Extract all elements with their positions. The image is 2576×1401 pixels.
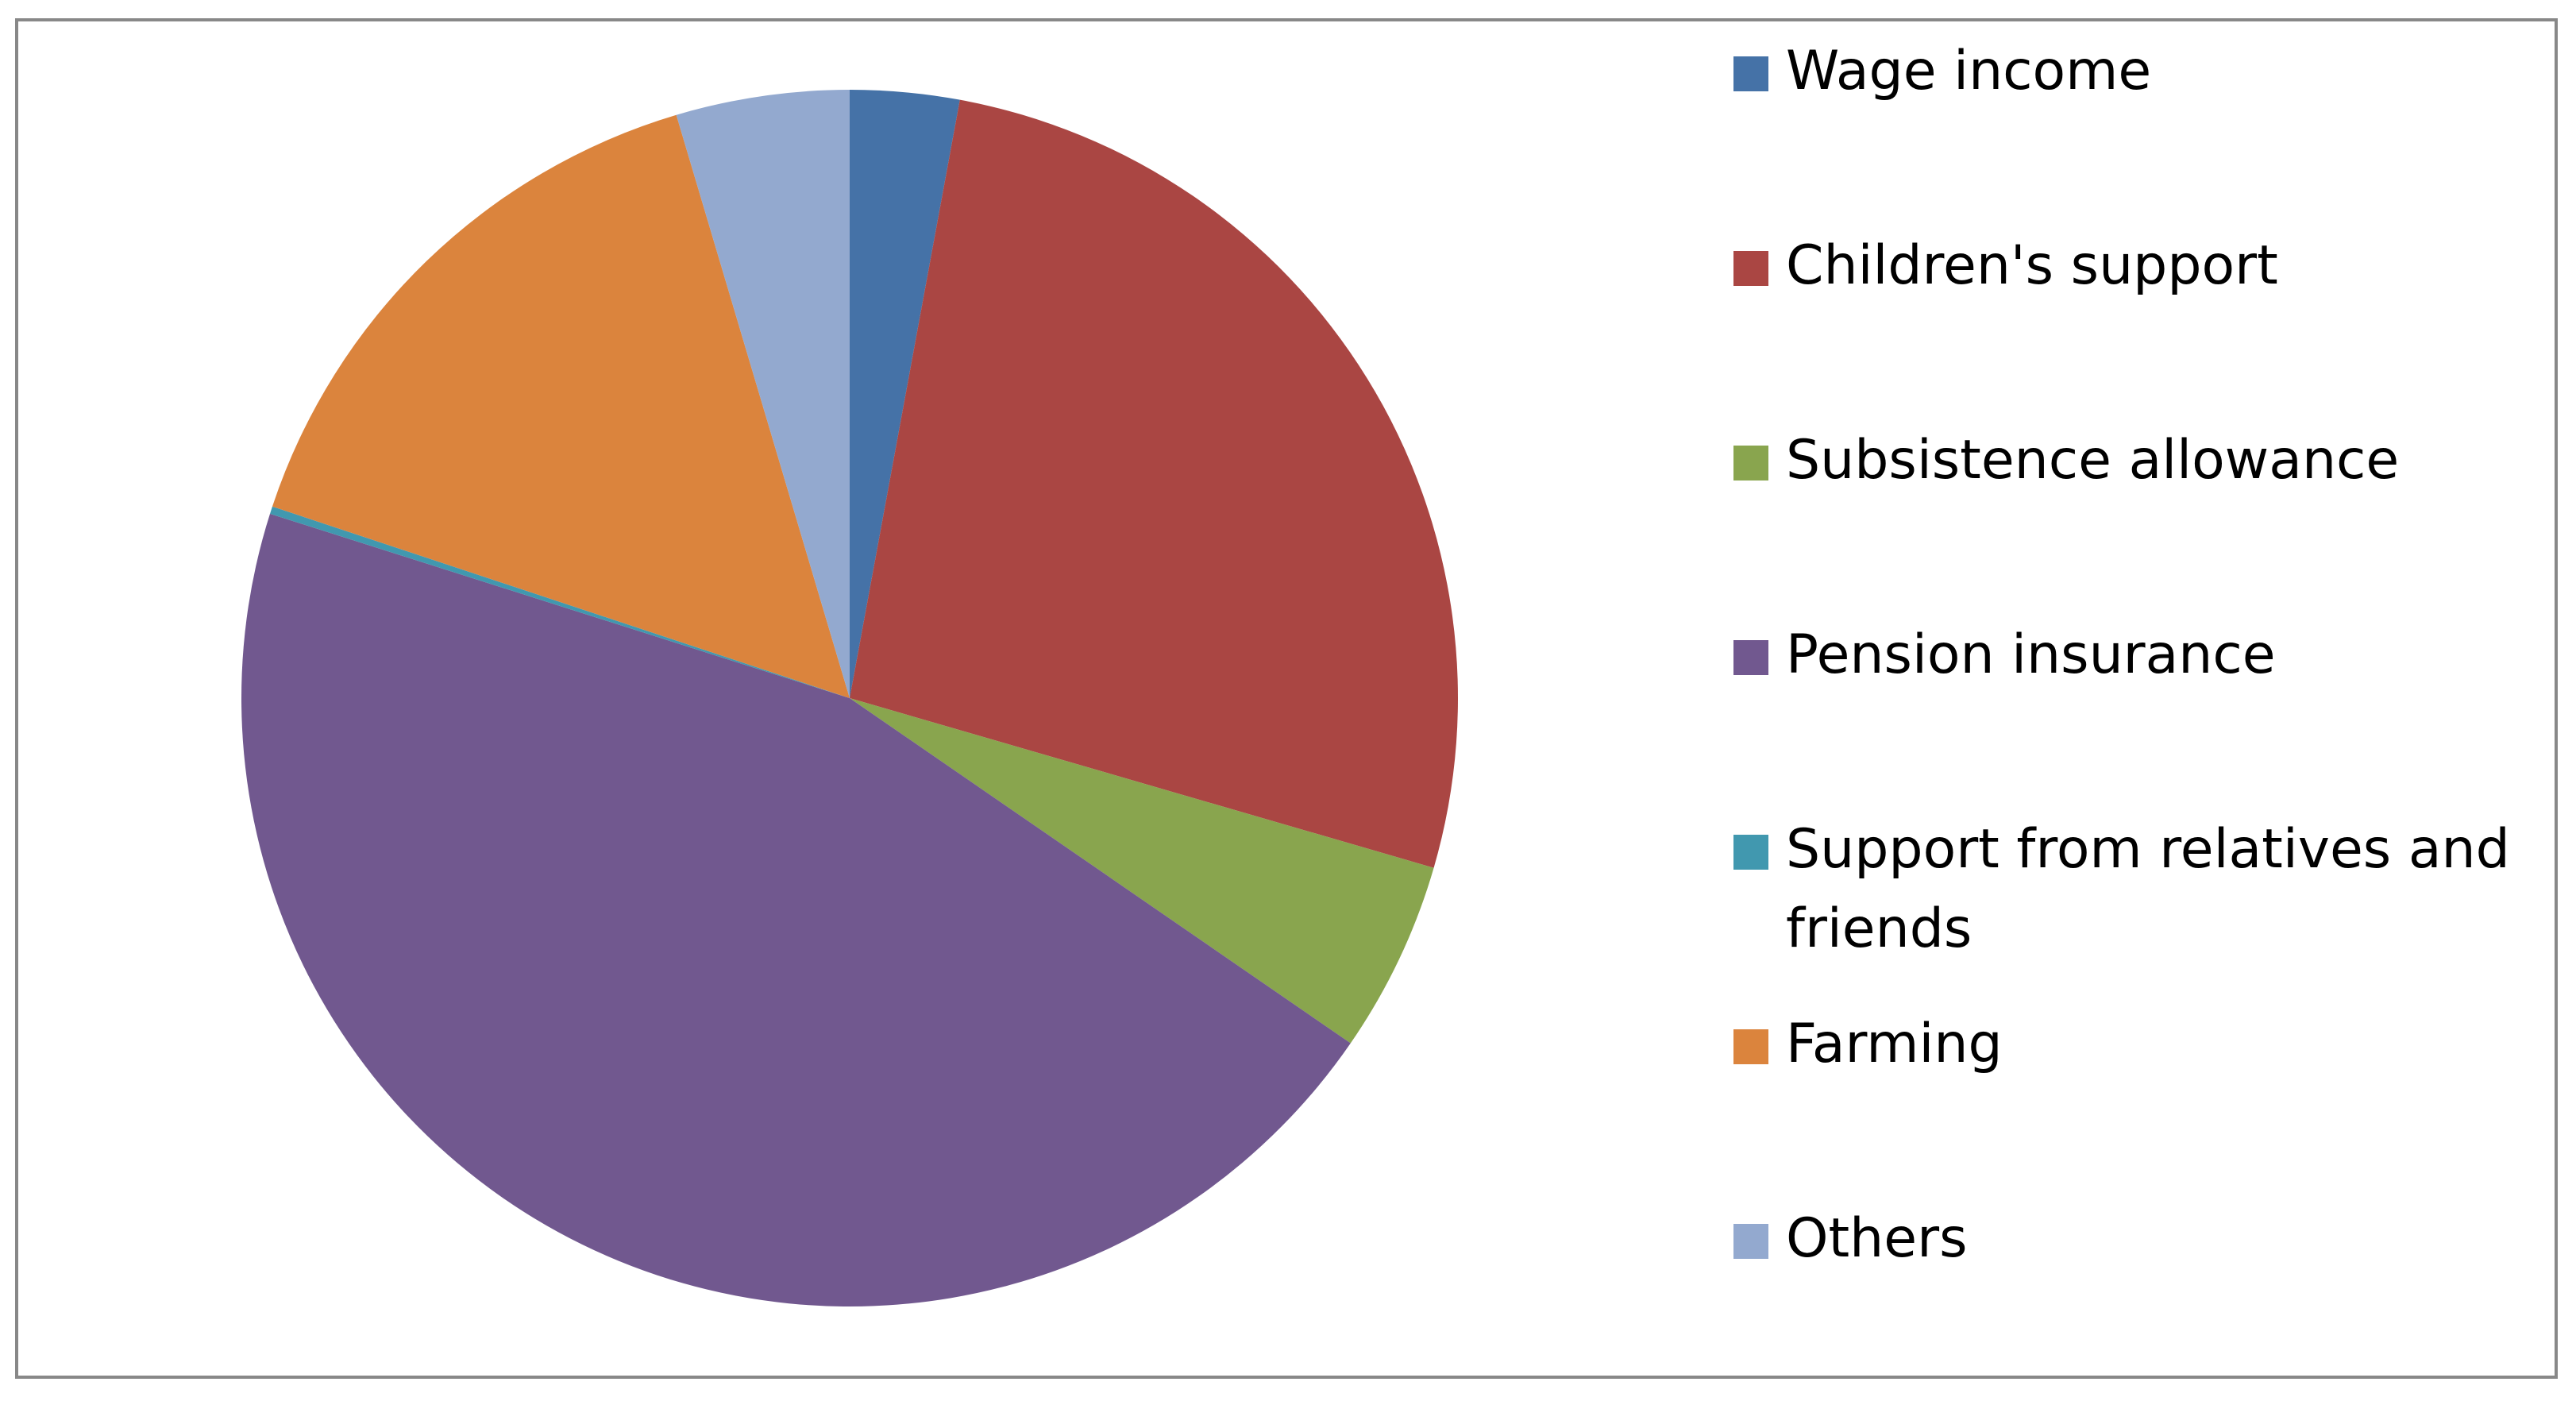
legend-swatch — [1733, 251, 1768, 286]
legend-label: Wage income — [1786, 40, 2151, 102]
pie-slice — [850, 90, 960, 698]
legend-label-line: friends — [1786, 897, 1972, 960]
pie-slice — [850, 698, 1434, 1044]
legend-label: Others — [1786, 1207, 1968, 1270]
pie-slice — [270, 506, 850, 698]
pie-slice — [241, 513, 1351, 1306]
pie-slice — [272, 114, 850, 698]
legend-label: Pension insurance — [1786, 623, 2276, 686]
legend-swatch — [1733, 1029, 1768, 1064]
legend-label-line: Children's support — [1786, 234, 2278, 297]
legend-swatch — [1733, 640, 1768, 675]
pie-slice — [850, 99, 1458, 868]
legend-label-line: Farming — [1786, 1013, 2003, 1075]
legend-label: Farming — [1786, 1013, 2003, 1075]
legend-label-line: Subsistence allowance — [1786, 429, 2399, 492]
legend-swatch — [1733, 1224, 1768, 1259]
pie-slice — [676, 90, 850, 698]
legend-swatch — [1733, 56, 1768, 91]
legend-label-line: Pension insurance — [1786, 623, 2276, 686]
legend-label: Subsistence allowance — [1786, 429, 2399, 492]
legend-label: Support from relatives and friends — [1786, 818, 2510, 960]
legend-swatch — [1733, 446, 1768, 481]
legend-label-line: Support from relatives and — [1786, 818, 2510, 881]
legend-label-line: Others — [1786, 1207, 1968, 1270]
legend-swatch — [1733, 835, 1768, 870]
legend-label-line: Wage income — [1786, 40, 2151, 102]
legend-label: Children's support — [1786, 234, 2278, 297]
